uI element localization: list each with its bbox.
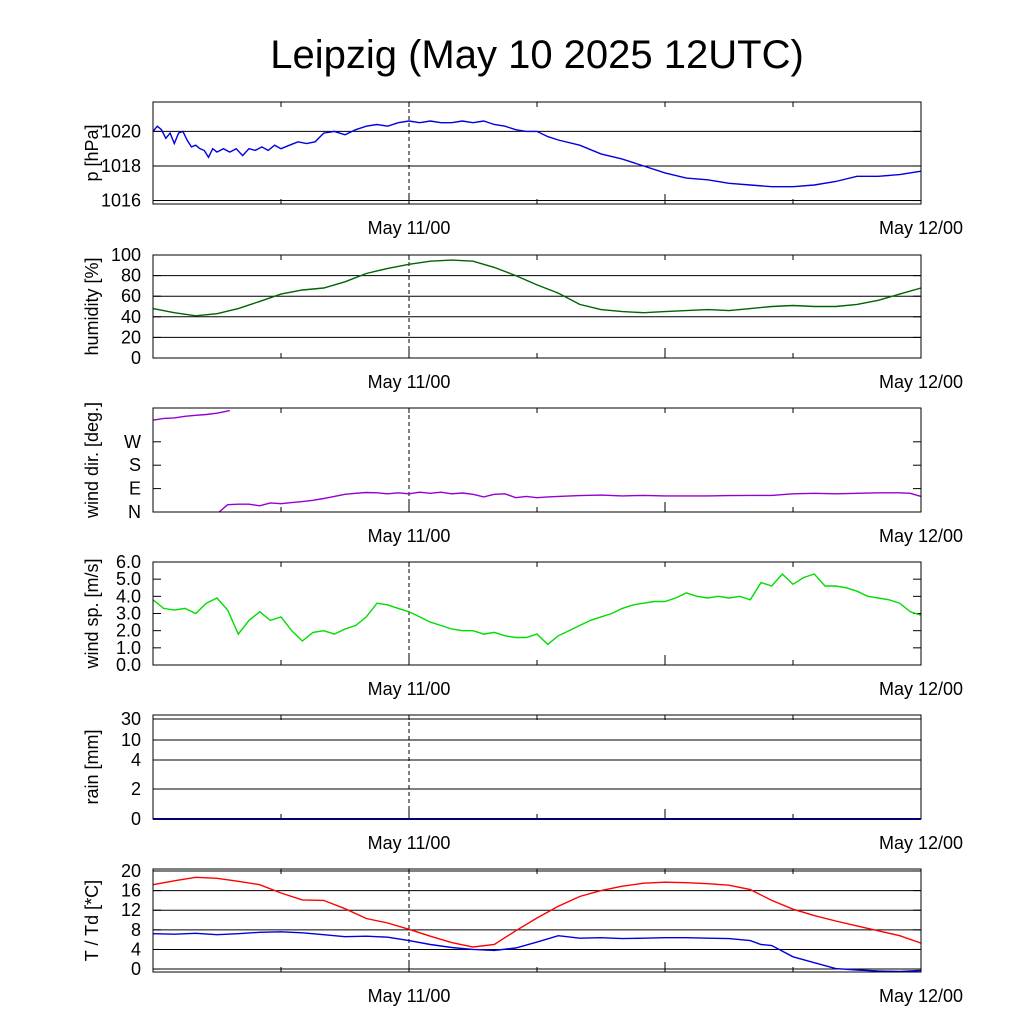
y-axis-label: wind sp. [m/s]	[82, 558, 102, 669]
panel-frame-4	[152, 714, 922, 820]
y-tick-label: N	[128, 502, 141, 522]
y-tick-label: 20	[121, 861, 141, 881]
y-axis-label: wind dir. [deg.]	[82, 402, 102, 519]
panel-frame-2	[152, 407, 922, 513]
y-tick-label: W	[124, 432, 141, 452]
y-tick-label: 4	[131, 750, 141, 770]
y-tick-label: 2.0	[116, 621, 141, 641]
panel-frame-3	[152, 561, 922, 666]
y-tick-label: 8	[131, 920, 141, 940]
x-tick-label: May 11/00	[368, 833, 451, 853]
y-tick-label: 1018	[101, 156, 141, 176]
y-axis-label: rain [mm]	[82, 729, 102, 804]
y-tick-label: 0	[131, 959, 141, 979]
y-tick-label: 10	[121, 730, 141, 750]
panel-frame-0	[152, 101, 922, 205]
y-tick-label: 100	[111, 245, 141, 265]
series-line-1-0	[152, 259, 922, 317]
y-tick-label: 60	[121, 286, 141, 306]
x-tick-label: May 12/00	[879, 833, 963, 853]
x-tick-label: May 12/00	[879, 526, 963, 546]
panel-frame-5	[152, 868, 922, 973]
series-line-2-0	[152, 409, 230, 421]
panel-frame-1	[152, 254, 922, 359]
series-line-5-0	[152, 876, 922, 948]
y-tick-label: 40	[121, 307, 141, 327]
y-tick-label: E	[129, 479, 141, 499]
x-tick-label: May 11/00	[368, 526, 451, 546]
y-tick-label: 1.0	[116, 638, 141, 658]
y-tick-label: 0	[131, 809, 141, 829]
series-line-2-1	[218, 491, 922, 513]
y-tick-label: 80	[121, 266, 141, 286]
x-tick-label: May 12/00	[879, 372, 963, 392]
y-axis-label: humidity [%]	[82, 257, 102, 355]
x-tick-label: May 12/00	[879, 986, 963, 1006]
x-tick-label: May 11/00	[368, 372, 451, 392]
x-tick-label: May 12/00	[879, 679, 963, 699]
y-tick-label: 16	[121, 881, 141, 901]
y-tick-label: 1016	[101, 191, 141, 211]
y-tick-label: 5.0	[116, 569, 141, 589]
y-tick-label: 0.0	[116, 655, 141, 675]
y-tick-label: 12	[121, 900, 141, 920]
y-tick-label: 6.0	[116, 552, 141, 572]
y-axis-label: p [hPa]	[82, 124, 102, 181]
y-tick-label: 4.0	[116, 586, 141, 606]
x-tick-label: May 11/00	[368, 218, 451, 238]
y-tick-label: 30	[121, 709, 141, 729]
y-tick-label: 20	[121, 327, 141, 347]
series-line-5-1	[152, 931, 922, 973]
series-line-3-0	[152, 572, 922, 646]
x-tick-label: May 11/00	[368, 679, 451, 699]
series-line-0-0	[152, 120, 922, 188]
y-axis-label: T / Td [*C]	[82, 880, 102, 961]
y-tick-label: 3.0	[116, 604, 141, 624]
x-tick-label: May 12/00	[879, 218, 963, 238]
x-tick-label: May 11/00	[368, 986, 451, 1006]
chart-title: Leipzig (May 10 2025 12UTC)	[270, 33, 804, 77]
y-tick-label: S	[129, 455, 141, 475]
y-tick-label: 4	[131, 939, 141, 959]
y-tick-label: 2	[131, 779, 141, 799]
y-tick-label: 0	[131, 348, 141, 368]
y-tick-label: 1020	[101, 121, 141, 141]
